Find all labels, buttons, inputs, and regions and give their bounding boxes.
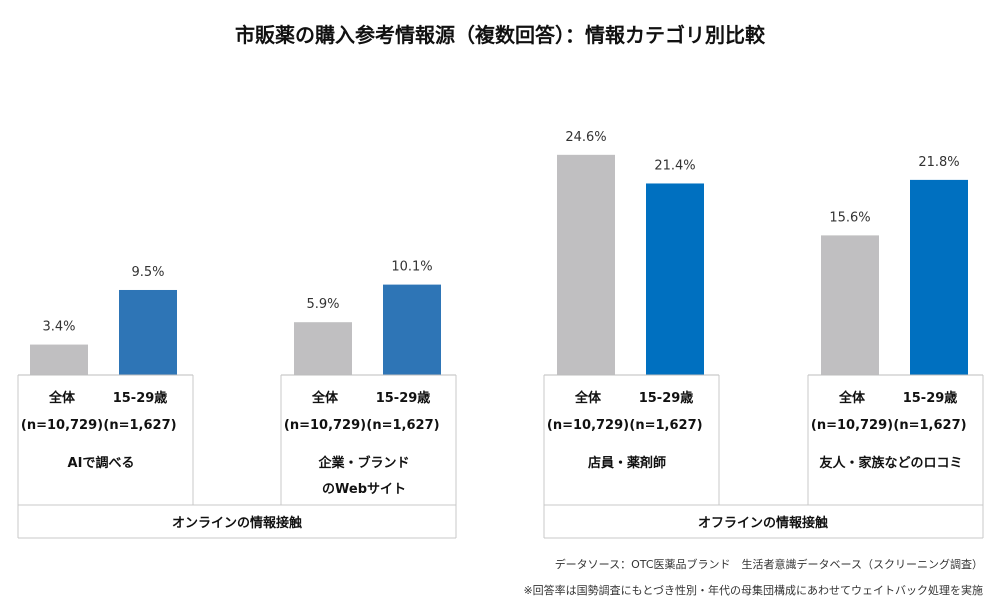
plot-area: 3.4% 9.5% 5.9% 10.1% 24.6% 21.4% 15.6% 21.8% bbox=[30, 130, 968, 375]
footnote: ※回答率は国勢調査にもとづき性別・年代の母集団構成にあわせてウェイトバック処理を… bbox=[523, 583, 983, 597]
series-n-label: (n=1,627) bbox=[103, 418, 176, 433]
value-label: 21.8% bbox=[918, 155, 959, 170]
series-label: 全体 bbox=[574, 390, 602, 406]
group-label: オンラインの情報接触 bbox=[172, 515, 302, 531]
chart-title: 市販薬の購入参考情報源（複数回答）：情報カテゴリ別比較 bbox=[235, 23, 766, 47]
series-n-label: (n=10,729) bbox=[547, 418, 629, 433]
category-label: 友人・家族などのロコミ bbox=[819, 455, 962, 471]
category-label: 企業・ブランド bbox=[317, 455, 409, 471]
value-label: 3.4% bbox=[42, 320, 75, 335]
category-label: 店員・薬剤師 bbox=[588, 455, 666, 471]
value-label: 21.4% bbox=[654, 158, 695, 173]
value-label: 15.6% bbox=[829, 210, 870, 225]
series-label: 全体 bbox=[838, 390, 866, 406]
series-n-label: (n=10,729) bbox=[284, 418, 366, 433]
group-label: オフラインの情報接触 bbox=[698, 515, 828, 531]
series-label: 全体 bbox=[311, 390, 339, 406]
bar-3-age15-29 bbox=[646, 183, 704, 375]
series-n-label: (n=1,627) bbox=[629, 418, 702, 433]
series-n-label: (n=1,627) bbox=[893, 418, 966, 433]
value-label: 24.6% bbox=[565, 130, 606, 145]
series-label: 15-29歳 bbox=[376, 390, 431, 406]
value-label: 9.5% bbox=[131, 265, 164, 280]
bar-4-age15-29 bbox=[910, 179, 968, 375]
category-label: のWebサイト bbox=[322, 482, 406, 497]
bar-2-total bbox=[294, 322, 352, 375]
category-table: 全体 (n=10,729) 15-29歳 (n=1,627) AIで調べる 全体 (n=10… bbox=[17, 374, 984, 539]
series-n-label: (n=10,729) bbox=[21, 418, 103, 433]
footnote: データソース：OTC医薬品ブランド 生活者意識データベース（スクリーニング調査） bbox=[555, 557, 983, 571]
series-label: 全体 bbox=[48, 390, 76, 406]
bar-1-age15-29 bbox=[119, 289, 177, 375]
series-label: 15-29歳 bbox=[639, 390, 694, 406]
bar-4-total bbox=[821, 235, 879, 375]
series-label: 15-29歳 bbox=[113, 390, 168, 406]
value-label: 5.9% bbox=[306, 297, 339, 312]
footnotes: データソース：OTC医薬品ブランド 生活者意識データベース（スクリーニング調査）… bbox=[523, 557, 983, 597]
bar-3-total bbox=[557, 154, 615, 375]
series-n-label: (n=10,729) bbox=[811, 418, 893, 433]
series-n-label: (n=1,627) bbox=[366, 418, 439, 433]
value-label: 10.1% bbox=[391, 260, 432, 275]
series-label: 15-29歳 bbox=[903, 390, 958, 406]
bar-1-total bbox=[30, 344, 88, 375]
bar-2-age15-29 bbox=[383, 284, 441, 375]
category-label: AIで調べる bbox=[68, 455, 135, 471]
